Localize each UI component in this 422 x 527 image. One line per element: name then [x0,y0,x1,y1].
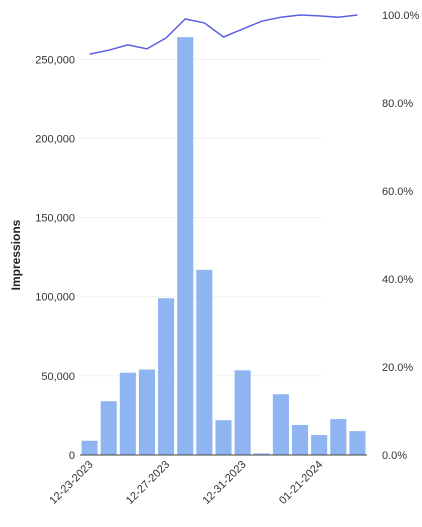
y2-tick-label: 20.0% [382,362,413,374]
bar [311,435,328,455]
y2-tick-label: 60.0% [382,186,413,198]
y2-tick-label: 80.0% [382,98,413,110]
x-tick-label: 12-27-2023 [124,459,172,507]
line [89,14,358,55]
bar [196,269,213,455]
bar [138,369,156,455]
bar [349,431,366,455]
y-tick-label: 0 [69,450,75,462]
y-tick-label: 200,000 [35,133,75,145]
bar [253,453,270,455]
bar [100,401,117,455]
y-tick-label: 100,000 [35,292,75,304]
bar [119,372,136,455]
bar [177,37,194,456]
y-tick-label: 250,000 [35,54,75,66]
bar [291,424,309,455]
x-tick-label: 12-31-2023 [200,459,248,507]
bar [330,419,347,455]
bar [272,394,289,455]
y2-tick-label: 40.0% [382,274,413,286]
bar [234,370,251,455]
y-axis-label: Impressions [9,219,23,290]
y-tick-label: 150,000 [35,213,75,225]
bar [215,420,232,455]
y2-tick-label: 100.0% [382,10,420,22]
y2-tick-label: 0.0% [382,450,407,462]
bar [158,298,175,455]
x-tick-label: 12-23-2023 [47,459,95,507]
y-tick-label: 50,000 [41,371,75,383]
bar [81,440,98,455]
x-tick-label: 01-21-2024 [277,459,325,507]
